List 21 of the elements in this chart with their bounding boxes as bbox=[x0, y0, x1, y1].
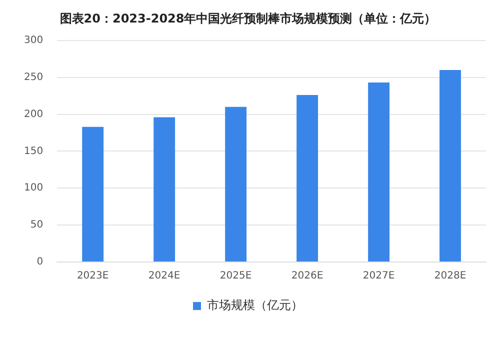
y-tick-label: 300 bbox=[24, 34, 44, 46]
bar bbox=[296, 95, 318, 262]
x-tick-label: 2025E bbox=[220, 270, 252, 282]
x-tick-label: 2028E bbox=[434, 270, 466, 282]
x-tick-label: 2023E bbox=[76, 270, 109, 282]
y-tick-label: 200 bbox=[24, 108, 44, 120]
y-tick-label: 50 bbox=[30, 220, 44, 231]
y-tick-label: 100 bbox=[24, 182, 44, 194]
y-tick-label: 250 bbox=[24, 72, 44, 83]
bar bbox=[154, 117, 176, 262]
chart-title: 图表20：2023-2028年中国光纤预制棒市场规模预测（单位：亿元） bbox=[60, 11, 436, 26]
x-tick-label: 2026E bbox=[291, 270, 324, 282]
y-tick-label: 0 bbox=[36, 256, 44, 268]
bar bbox=[368, 82, 390, 262]
x-tick-label: 2027E bbox=[362, 270, 395, 282]
y-tick-label: 150 bbox=[24, 146, 44, 157]
bar bbox=[82, 126, 104, 262]
legend-label: 市场规模（亿元） bbox=[207, 298, 303, 312]
x-tick-label: 2024E bbox=[148, 270, 180, 282]
bar bbox=[440, 70, 461, 262]
bar bbox=[225, 106, 247, 262]
